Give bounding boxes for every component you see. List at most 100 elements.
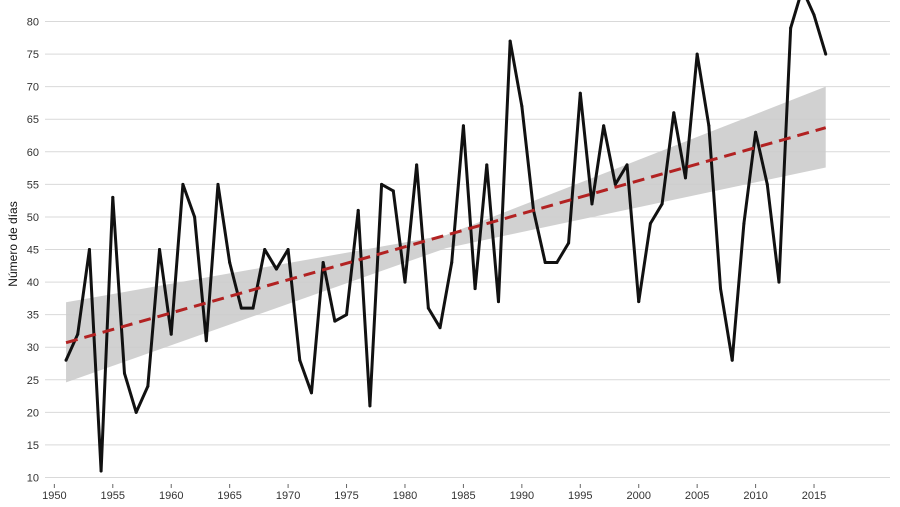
data-point <box>76 332 80 336</box>
data-point <box>111 195 115 199</box>
data-point <box>660 202 664 206</box>
x-tick-label: 1955 <box>101 490 125 502</box>
x-tick-labels: 1950 1955 1960 1965 1970 1975 1980 1985 1990 1995… <box>42 484 826 502</box>
data-point <box>730 358 734 362</box>
data-point <box>368 404 372 408</box>
x-tick-label: 1960 <box>159 490 183 502</box>
data-point <box>590 202 594 206</box>
data-point <box>415 163 419 167</box>
data-point <box>473 287 477 291</box>
data-point <box>169 332 173 336</box>
confidence-band <box>66 86 826 383</box>
data-point <box>683 176 687 180</box>
x-tick-label: 2000 <box>626 490 650 502</box>
data-point <box>321 261 325 265</box>
y-tick-label: 30 <box>27 342 39 354</box>
data-point <box>695 52 699 56</box>
y-tick-label: 75 <box>27 49 39 61</box>
trend-line <box>65 126 827 345</box>
data-point <box>754 130 758 134</box>
data-point <box>193 215 197 219</box>
y-tick-label: 65 <box>27 114 39 126</box>
data-point <box>567 241 571 245</box>
data-point <box>251 306 255 310</box>
data-point <box>508 39 512 43</box>
data-point <box>543 261 547 265</box>
y-tick-label: 10 <box>27 472 39 484</box>
data-point <box>777 280 781 284</box>
data-point <box>239 306 243 310</box>
x-tick-label: 1975 <box>334 490 358 502</box>
y-tick-label: 50 <box>27 212 39 224</box>
data-point <box>438 326 442 330</box>
data-point <box>181 182 185 186</box>
data-point <box>333 319 337 323</box>
y-axis-title: Número de días <box>6 201 20 286</box>
y-tick-label: 60 <box>27 147 39 159</box>
plot-area <box>64 0 828 473</box>
x-tick-label: 2015 <box>802 490 826 502</box>
data-point <box>345 313 349 317</box>
data-point <box>765 182 769 186</box>
x-tick-label: 1985 <box>451 490 475 502</box>
data-point <box>298 358 302 362</box>
data-point <box>520 104 524 108</box>
x-tick-label: 1995 <box>568 490 592 502</box>
data-point <box>274 267 278 271</box>
data-point <box>485 163 489 167</box>
data-point <box>719 287 723 291</box>
data-point <box>426 306 430 310</box>
y-tick-label: 40 <box>27 277 39 289</box>
data-point <box>578 91 582 95</box>
series-line <box>64 0 828 473</box>
y-tick-label: 55 <box>27 179 39 191</box>
y-tick-label: 35 <box>27 310 39 322</box>
x-tick-label: 2010 <box>743 490 767 502</box>
y-tick-label: 80 <box>27 17 39 29</box>
y-tick-label: 45 <box>27 245 39 257</box>
data-point <box>672 111 676 115</box>
data-point <box>380 182 384 186</box>
data-point <box>263 248 267 252</box>
y-tick-label: 15 <box>27 440 39 452</box>
data-point <box>356 208 360 212</box>
data-point <box>450 261 454 265</box>
y-tick-labels: 10 15 20 25 30 35 40 45 50 55 60 65 70 75 80 <box>27 17 39 485</box>
data-point <box>461 124 465 128</box>
x-tick-label: 1970 <box>276 490 300 502</box>
gridlines <box>45 21 890 478</box>
x-tick-label: 1990 <box>510 490 534 502</box>
data-point <box>648 221 652 225</box>
data-point <box>637 300 641 304</box>
data-point <box>204 339 208 343</box>
y-tick-label: 25 <box>27 375 39 387</box>
data-point <box>496 300 500 304</box>
data-point <box>625 163 629 167</box>
data-point <box>134 410 138 414</box>
data-point <box>789 26 793 30</box>
x-tick-label: 1950 <box>42 490 66 502</box>
data-point <box>707 124 711 128</box>
data-point <box>286 248 290 252</box>
data-point <box>228 261 232 265</box>
data-point <box>64 358 68 362</box>
data-point <box>146 384 150 388</box>
x-tick-label: 1965 <box>217 490 241 502</box>
data-point <box>824 52 828 56</box>
data-point <box>812 13 816 17</box>
x-tick-label: 1980 <box>393 490 417 502</box>
data-point <box>158 248 162 252</box>
data-point <box>403 280 407 284</box>
data-point <box>391 189 395 193</box>
data-point <box>122 371 126 375</box>
data-point <box>216 182 220 186</box>
data-point <box>613 182 617 186</box>
data-point <box>742 221 746 225</box>
y-tick-label: 70 <box>27 82 39 94</box>
data-point <box>99 469 103 473</box>
data-point <box>87 248 91 252</box>
y-tick-label: 20 <box>27 407 39 419</box>
data-point <box>602 124 606 128</box>
data-point <box>309 391 313 395</box>
